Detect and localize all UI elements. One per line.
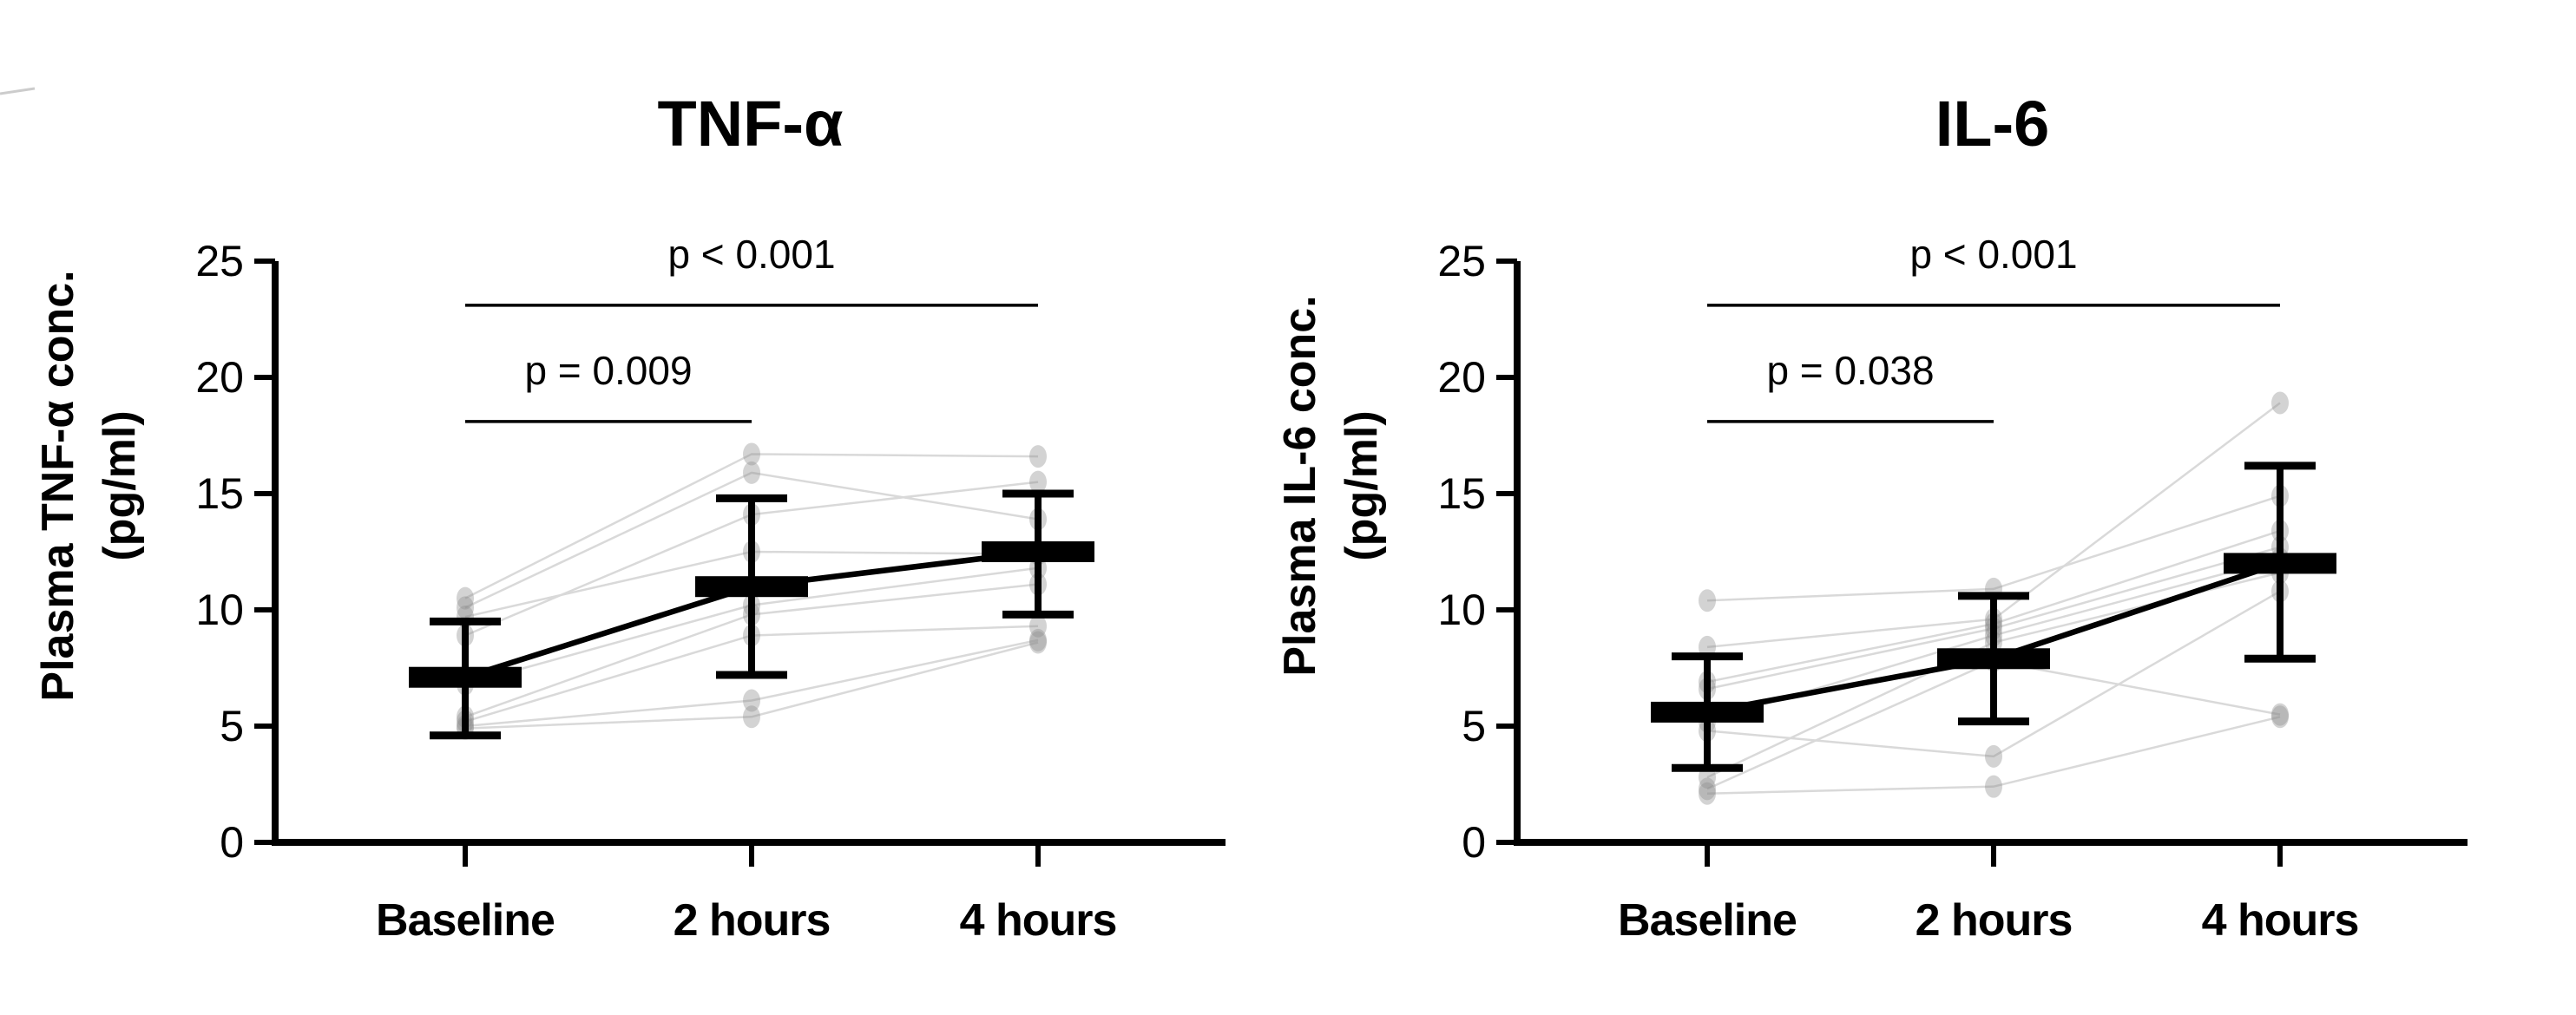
x-tick-label-4-hours: 4 hours [2202, 895, 2359, 946]
subject-line [464, 453, 1039, 599]
subject-point [1699, 589, 1716, 612]
significance-label: p = 0.038 [1766, 348, 1934, 393]
y-axis-unit-label: (pg/ml) [1337, 410, 1387, 560]
panel-il-6: IL-6 Plasma IL-6 conc. (pg/ml) 0 5 10 15 20 25 Ba… [1275, 88, 2468, 946]
subject-point [1029, 445, 1047, 468]
significance-bracket: p < 0.001 [465, 232, 1038, 307]
subject-point [1985, 744, 2002, 768]
subject-point [1699, 777, 1716, 801]
summary-baseline [409, 617, 522, 740]
subject-point [2271, 391, 2289, 415]
significance-label: p < 0.001 [1909, 232, 2077, 277]
y-tick-label: 0 [1462, 818, 1486, 867]
subject-point [1029, 614, 1047, 638]
significance-bracket: p = 0.038 [1707, 348, 1994, 423]
subject-point [743, 689, 760, 712]
y-axis-label: Plasma TNF-α conc. [33, 270, 83, 701]
summary-2-hours [1937, 592, 2050, 726]
mean-bar [1651, 701, 1764, 723]
subject-point [743, 461, 760, 484]
subject-point [1699, 782, 1716, 805]
subject-line [464, 641, 1039, 730]
y-tick-label: 5 [220, 702, 244, 750]
y-tick-label: 25 [195, 237, 244, 285]
summary-4-hours [2224, 462, 2336, 663]
subject-point [1029, 628, 1047, 652]
summary-baseline [1651, 652, 1764, 772]
y-tick-label: 15 [195, 469, 244, 518]
mean-bar [982, 541, 1094, 562]
subject-point [1985, 775, 2002, 798]
mean-bar [2224, 553, 2336, 574]
subject-line [1706, 716, 2281, 795]
y-tick-label: 5 [1462, 702, 1486, 750]
x-tick-label-baseline: Baseline [1618, 895, 1797, 946]
subject-point [743, 442, 760, 466]
subject-point [2271, 703, 2289, 726]
y-tick-label: 10 [195, 586, 244, 634]
y-tick-label: 15 [1437, 469, 1486, 518]
y-tick-label: 0 [220, 818, 244, 867]
significance-bracket: p < 0.001 [1707, 232, 2280, 307]
mean-bar [409, 666, 522, 688]
y-tick-label: 10 [1437, 586, 1486, 634]
y-tick-label: 20 [195, 353, 244, 402]
subject-point [457, 596, 474, 619]
significance-label: p = 0.009 [524, 348, 692, 393]
mean-bar [695, 576, 808, 598]
y-axis-label: Plasma IL-6 conc. [1275, 295, 1325, 676]
panel-tnf-alpha: TNF-α Plasma TNF-α conc. (pg/ml) 0 5 10 15 20 25… [33, 88, 1226, 946]
x-tick-label-2-hours: 2 hours [1916, 895, 2073, 946]
subject-point [2271, 705, 2289, 729]
panel-title: IL-6 [1935, 88, 2050, 160]
significance-label: p < 0.001 [667, 232, 835, 277]
subject-line [464, 471, 1039, 609]
corner-artifact [0, 87, 36, 95]
y-tick-label: 20 [1437, 353, 1486, 402]
summary-4-hours [982, 489, 1094, 619]
subject-line [1706, 590, 2281, 758]
mean-bar [1937, 648, 2050, 670]
y-tick-label: 25 [1437, 237, 1486, 285]
subject-line [464, 638, 1039, 728]
summary-2-hours [695, 494, 808, 679]
x-tick-label-baseline: Baseline [376, 895, 555, 946]
subject-point [1029, 470, 1047, 494]
subject-line [1706, 494, 2281, 602]
subject-point [457, 586, 474, 610]
subject-point [1029, 631, 1047, 654]
x-tick-label-4-hours: 4 hours [960, 895, 1117, 946]
significance-bracket: p = 0.009 [465, 348, 752, 423]
y-axis-unit-label: (pg/ml) [95, 410, 145, 560]
x-tick-label-2-hours: 2 hours [674, 895, 831, 946]
panel-title: TNF-α [658, 88, 844, 160]
subject-point [743, 705, 760, 729]
